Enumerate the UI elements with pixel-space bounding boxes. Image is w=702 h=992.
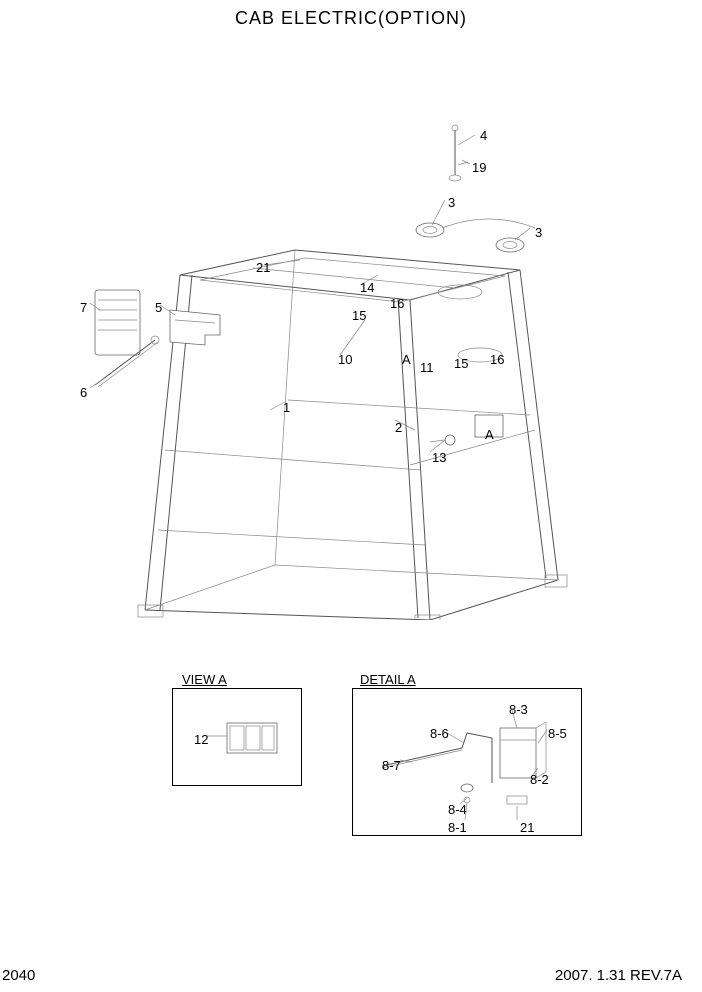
callout-7: 7 bbox=[80, 300, 87, 315]
callout-10: 10 bbox=[338, 352, 352, 367]
callout-13: 13 bbox=[432, 450, 446, 465]
callout-5: 5 bbox=[155, 300, 162, 315]
view-a-svg bbox=[172, 688, 302, 786]
callout-8-4: 8-4 bbox=[448, 802, 467, 817]
callout-15a: 15 bbox=[352, 308, 366, 323]
callout-1: 1 bbox=[283, 400, 290, 415]
callout-4: 4 bbox=[480, 128, 487, 143]
main-diagram-svg bbox=[60, 120, 640, 620]
callout-12: 12 bbox=[194, 732, 208, 747]
callout-16a: 16 bbox=[390, 296, 404, 311]
callout-19: 19 bbox=[472, 160, 486, 175]
callout-2: 2 bbox=[395, 420, 402, 435]
callout-Ab: A bbox=[485, 427, 494, 442]
callout-21: 21 bbox=[256, 260, 270, 275]
detail-a-label: DETAIL A bbox=[360, 672, 416, 687]
callout-6: 6 bbox=[80, 385, 87, 400]
callout-8-2: 8-2 bbox=[530, 772, 549, 787]
callout-8-1: 8-1 bbox=[448, 820, 467, 835]
callout-11: 11 bbox=[420, 360, 434, 375]
callout-Aa: A bbox=[402, 352, 411, 367]
callout-14: 14 bbox=[360, 280, 374, 295]
footer-page-number: 2040 bbox=[2, 967, 35, 984]
callout-3a: 3 bbox=[448, 195, 455, 210]
view-a-label: VIEW A bbox=[182, 672, 227, 687]
page-title: CAB ELECTRIC(OPTION) bbox=[0, 8, 702, 29]
callout-8-6: 8-6 bbox=[430, 726, 449, 741]
callout-16b: 16 bbox=[490, 352, 504, 367]
footer-revision: 2007. 1.31 REV.7A bbox=[555, 967, 682, 984]
callout-15b: 15 bbox=[454, 356, 468, 371]
callout-8-5: 8-5 bbox=[548, 726, 567, 741]
callout-8-3: 8-3 bbox=[509, 702, 528, 717]
callout-8-7: 8-7 bbox=[382, 758, 401, 773]
callout-21b: 21 bbox=[520, 820, 534, 835]
callout-3b: 3 bbox=[535, 225, 542, 240]
